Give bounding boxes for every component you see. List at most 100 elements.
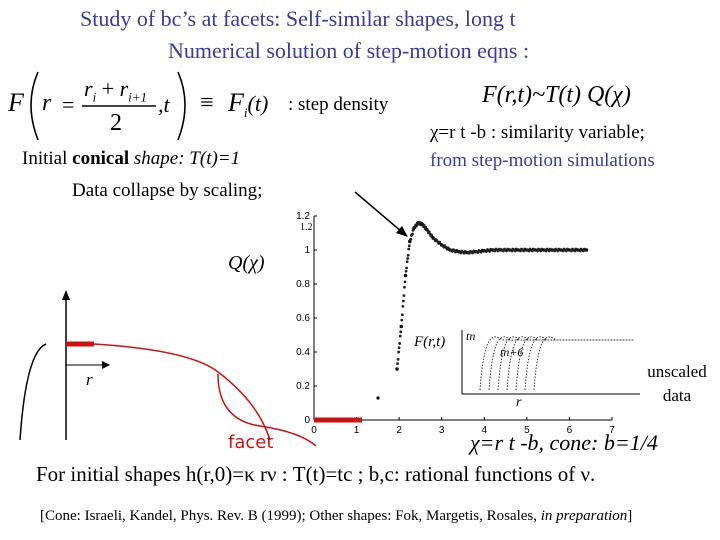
y-tick-top-label: 1.2: [300, 222, 313, 233]
facet-pointer: [217, 373, 317, 447]
data-point: [485, 250, 488, 254]
equation-equals: =: [62, 92, 75, 117]
data-point: [406, 253, 410, 257]
equation-F: F: [8, 88, 24, 117]
citation: [Cone: Israeli, Kandel, Phys. Rev. B (19…: [40, 508, 632, 525]
numerator-sub-i: i: [92, 89, 97, 105]
sketch-r-label: r: [86, 370, 93, 389]
inset-frt-label: F(r,t): [413, 334, 445, 350]
y-tick-label: 1: [304, 245, 310, 256]
sketch-evolved-shape: [93, 343, 271, 441]
numerator-ri1: r: [119, 76, 129, 101]
y-tick-label: 0.6: [296, 313, 310, 324]
inset-profile-curve: [524, 336, 634, 391]
frt-scaling-form: F(r,t)~T(t) Q(χ): [482, 82, 631, 108]
x-tick-label: 5: [524, 425, 530, 436]
y-tick-label: 0: [304, 415, 310, 426]
data-point: [476, 251, 480, 254]
citation-suffix: ]: [627, 508, 633, 524]
inset-tn-label: tn: [466, 329, 475, 343]
data-point: [584, 248, 589, 252]
data-point: [407, 244, 411, 248]
facet-label: facet: [228, 432, 274, 453]
equation-Fi-letter: F: [228, 88, 244, 117]
y-tick-label: 0.4: [296, 347, 310, 358]
data-point: [471, 251, 474, 255]
numerator-plus: +: [101, 76, 115, 101]
data-point: [467, 251, 471, 255]
x-tick-label: 0: [311, 425, 317, 436]
data-point: [396, 362, 399, 366]
inset-profile-curve: [506, 336, 634, 391]
data-point: [405, 260, 409, 264]
data-point: [395, 367, 399, 371]
equation-r: r: [42, 90, 52, 116]
citation-prefix: [Cone: Israeli, Kandel, Phys. Rev. B (19…: [40, 508, 541, 524]
axis-ticks: 0 1 2 3 4 5 6 7 0 0.2 0.4 0.6 0.8 1 1.2: [296, 211, 615, 436]
data-point: [400, 313, 404, 317]
equation-equiv: ≡: [200, 90, 214, 116]
data-collapse-text: Data collapse by scaling;: [72, 180, 263, 201]
simulations-text: from step-motion simulations: [430, 150, 655, 171]
x-tick-label: 4: [482, 425, 488, 436]
data-point: [404, 269, 408, 273]
data-point: [413, 226, 417, 230]
x-tick-label: 2: [396, 425, 402, 436]
inset-profile-curve: [479, 336, 634, 391]
inset-profile-curve: [488, 336, 634, 391]
title-line-1: Study of bc’s at facets: Self-similar sh…: [80, 6, 516, 31]
citation-italic: in preparation: [540, 508, 628, 524]
x-tick-label: 6: [567, 425, 573, 436]
data-point: [407, 247, 411, 251]
initial-shape-text: Initial conical shape: T(t)=1: [22, 148, 240, 170]
data-point: [398, 342, 402, 345]
data-point: [479, 250, 483, 254]
frt-arrow: [354, 191, 403, 233]
data-point: [400, 318, 404, 322]
denominator-two: 2: [110, 110, 122, 136]
equation-Fi-sub: i: [243, 105, 248, 121]
step-density-equation: [30, 71, 186, 141]
equation-Fi-t: (t): [247, 91, 269, 116]
equation-left-paren: [30, 71, 39, 141]
y-tick-label: 1.2: [296, 211, 310, 222]
inset-profile-curve: [533, 336, 634, 391]
data-point: [411, 232, 414, 236]
inset-background: [462, 326, 640, 398]
equation-Fi: Fi(t): [228, 88, 268, 121]
data-point: [401, 304, 405, 308]
numerator-ri: r: [84, 76, 93, 101]
data-point: [488, 249, 492, 253]
data-point: [415, 224, 419, 228]
y-tick-label: 0.2: [296, 381, 310, 392]
similarity-variable-text: χ=r t -b : similarity variable;: [430, 122, 645, 143]
general-shapes-text: For initial shapes h(r,0)=κ rν : T(t)=tc…: [36, 462, 596, 486]
data-point: [398, 334, 402, 338]
data-point: [405, 266, 408, 270]
equation-right-paren: [177, 71, 186, 141]
sketch-initial-shape: [19, 343, 47, 441]
q-chi-label: Q(χ): [228, 252, 265, 274]
x-tick-label: 1: [354, 425, 360, 436]
numerator-sub-i1: i+1: [128, 89, 148, 105]
equation-comma-t: ,t: [158, 92, 170, 117]
inset-profile-curve: [515, 336, 634, 391]
stray-point: [376, 396, 380, 400]
unscaled-data-label: unscaled data: [647, 362, 707, 405]
data-point: [406, 257, 410, 260]
unscaled-inset: F(r,t) tn tn+6 r 1.2: [300, 222, 640, 410]
data-points: [395, 221, 589, 371]
frt-arrowhead: [396, 226, 408, 237]
inset-r-label: r: [516, 395, 522, 410]
data-point: [397, 350, 401, 354]
x-tick-label: 3: [439, 425, 445, 436]
y-tick-label: 0.8: [296, 279, 310, 290]
data-point: [402, 299, 405, 303]
sketch-r-arrowhead: [102, 361, 110, 369]
inset-profile-curve: [497, 336, 634, 391]
initial-prefix: Initial: [22, 148, 73, 169]
data-point: [409, 237, 413, 241]
title-line-2: Numerical solution of step-motion eqns :: [168, 38, 530, 63]
data-point: [402, 294, 406, 298]
